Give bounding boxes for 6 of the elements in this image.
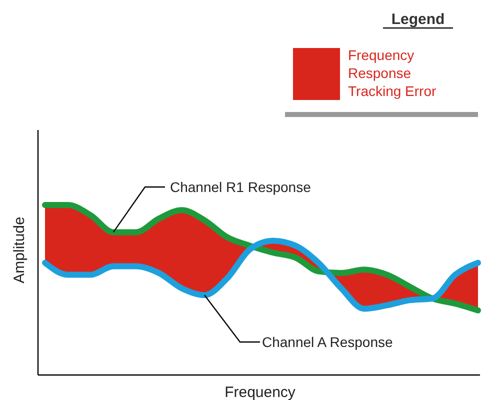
legend-title: Legend — [391, 11, 445, 28]
text: Frequency Response Tracking Error — [348, 47, 436, 99]
text: Channel A Response — [262, 334, 393, 350]
x-axis-title: Frequency — [224, 384, 296, 400]
y-axis-title: Amplitude — [11, 216, 28, 284]
series-label: Channel R1 Response — [170, 179, 312, 195]
